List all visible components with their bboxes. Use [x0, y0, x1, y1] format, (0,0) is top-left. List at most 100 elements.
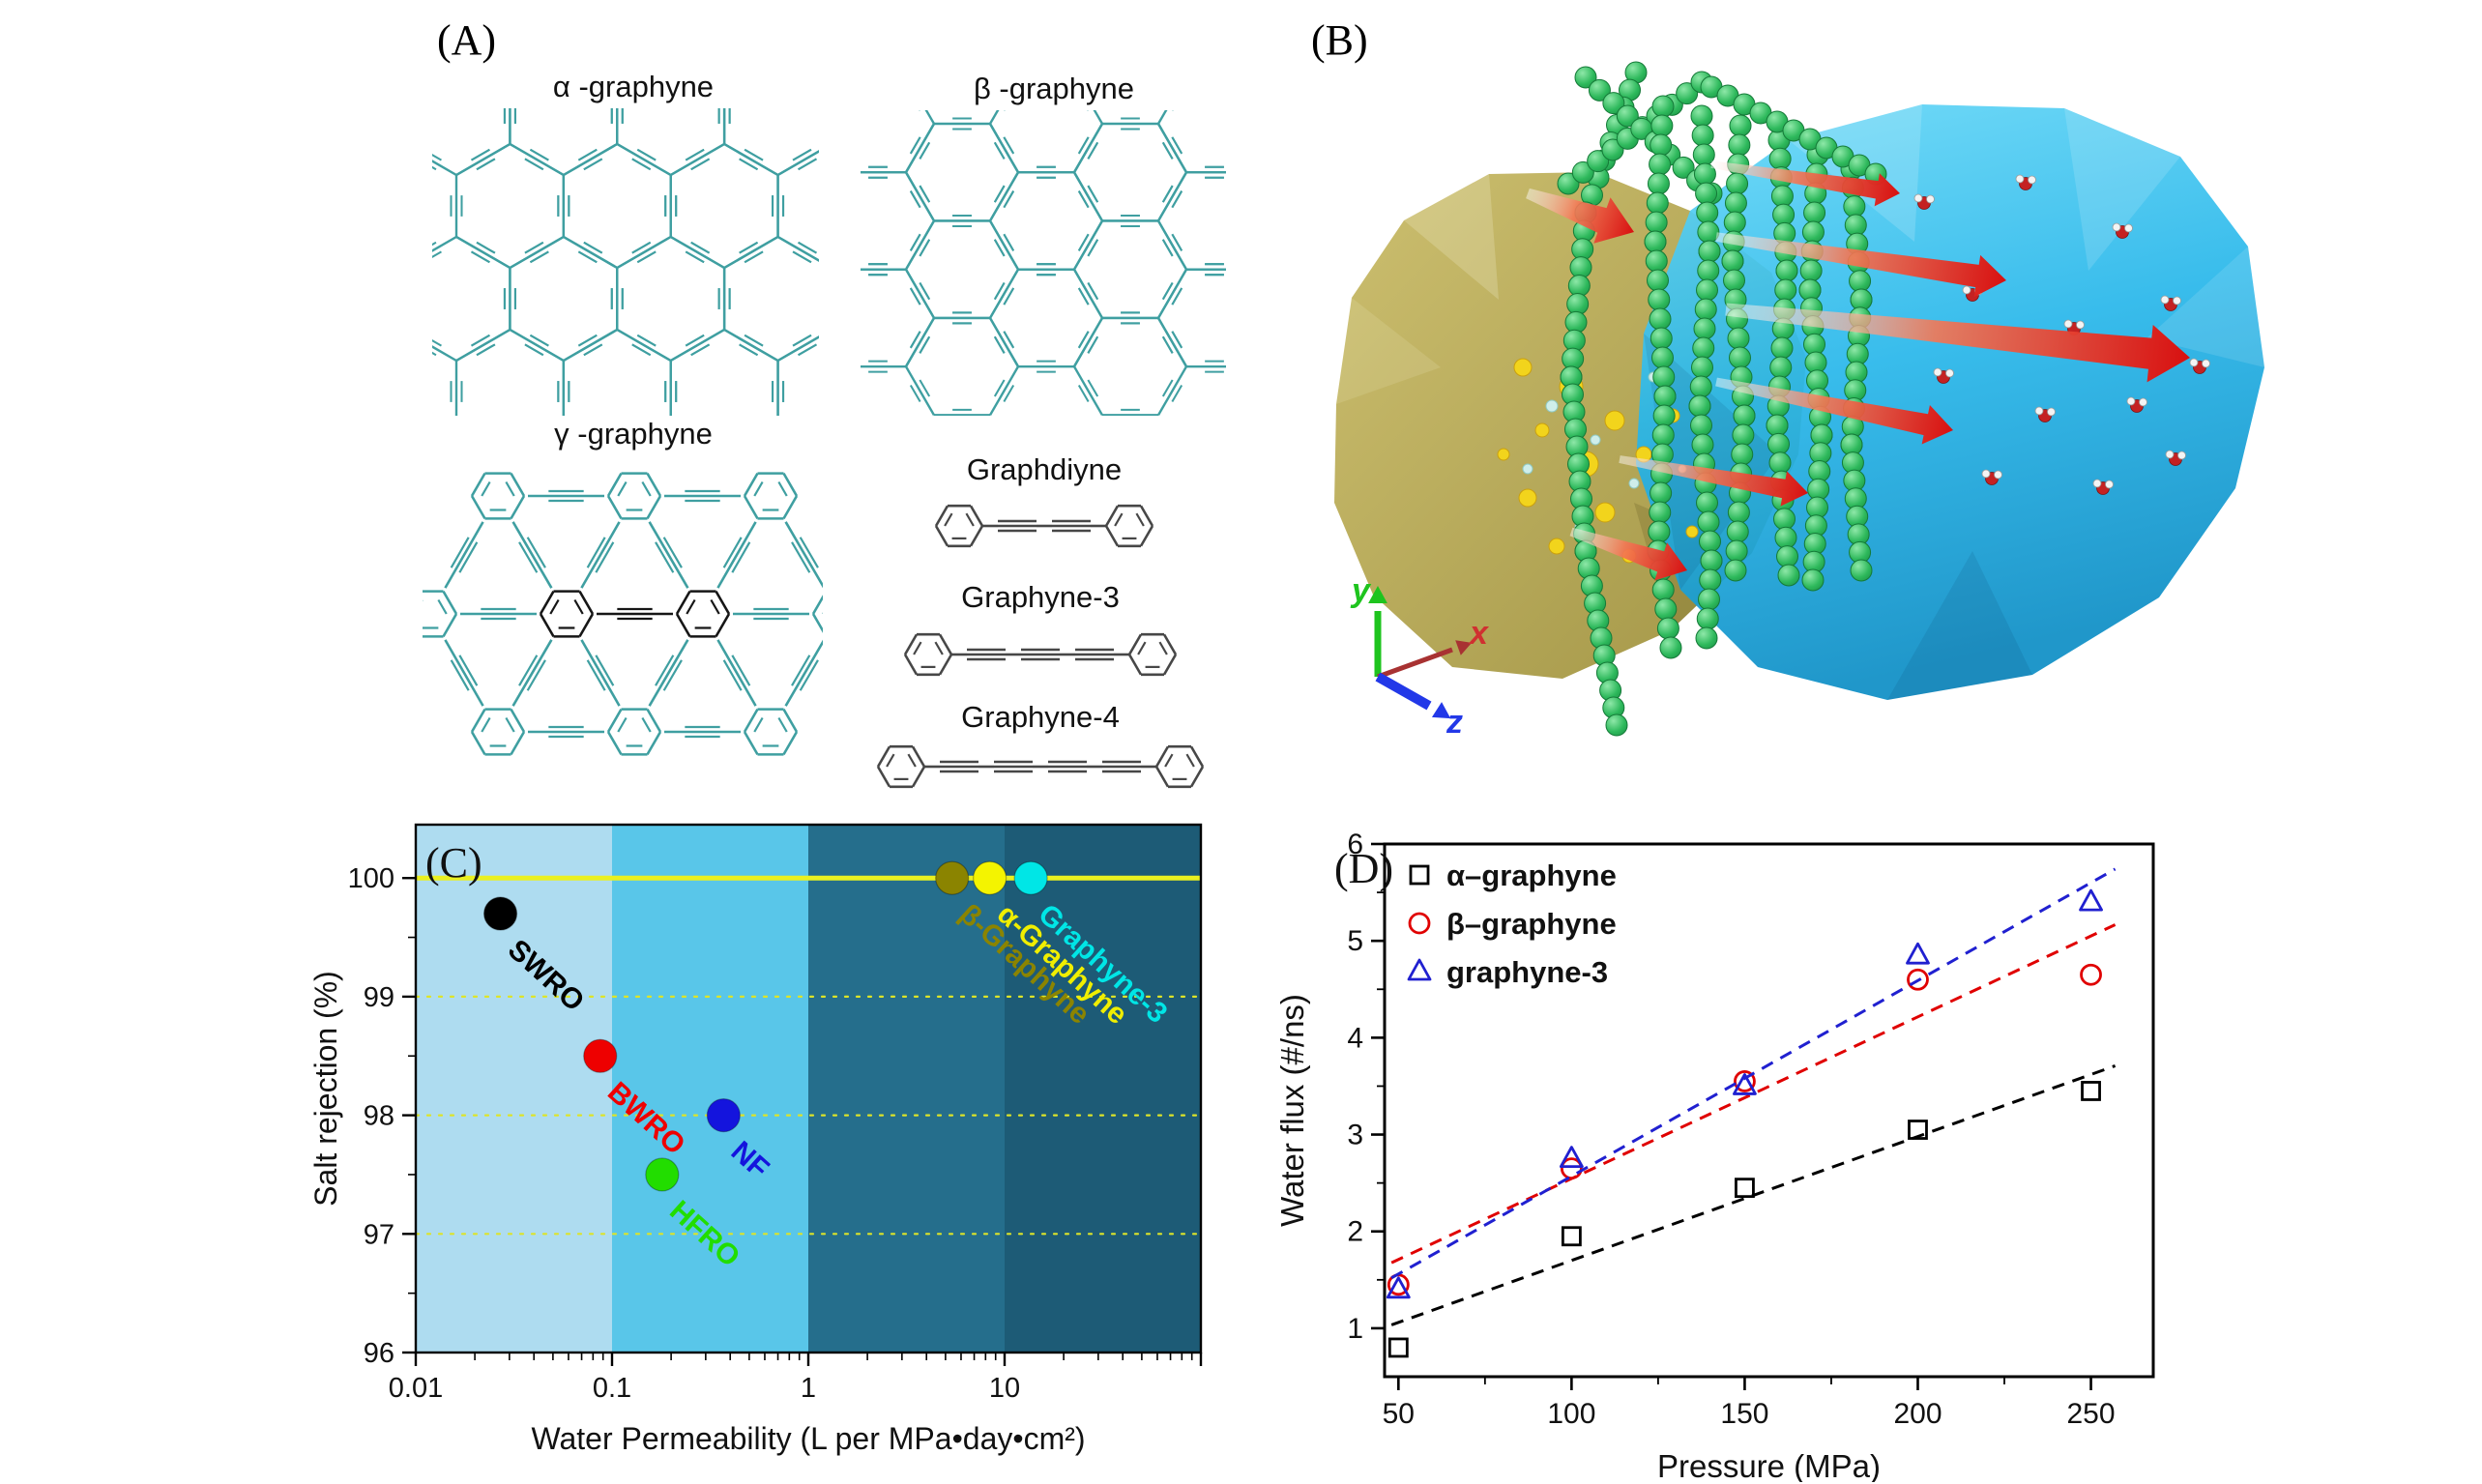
membrane-bead [1696, 607, 1719, 630]
membrane-bead [1803, 201, 1826, 224]
membrane-bead [1727, 327, 1750, 350]
membrane-bead [1652, 365, 1676, 389]
y-tick-label: 2 [1347, 1216, 1363, 1248]
membrane-bead [1844, 214, 1867, 237]
marker-circle [1907, 968, 1929, 991]
x-axis-label: Pressure (MPa) [1657, 1448, 1881, 1482]
graphdiyne-label: Graphdiyne [966, 452, 1123, 486]
membrane-bead [1652, 404, 1676, 427]
membrane-bead [1695, 626, 1718, 650]
x-tick-label: 1 [801, 1373, 816, 1404]
y-tick-label: 1 [1347, 1313, 1363, 1345]
membrane-bead [1698, 588, 1720, 611]
sodium-ion [1534, 422, 1550, 438]
y-tick-label: 96 [364, 1338, 394, 1369]
marker-square [1735, 1178, 1755, 1199]
x-tick-label: 50 [1383, 1398, 1415, 1430]
membrane-bead [1691, 124, 1714, 147]
trend-line [1390, 923, 2117, 1265]
membrane-bead [1651, 423, 1675, 447]
marker-square [2081, 1081, 2101, 1101]
panel-label-c: (C) [425, 839, 482, 887]
membrane-bead [1574, 66, 1597, 89]
x-tick-label: 0.1 [593, 1373, 631, 1404]
marker-circle [1560, 1157, 1583, 1180]
membrane-bead [1777, 564, 1800, 587]
membrane-bead [1645, 249, 1668, 273]
sodium-ion [1604, 410, 1625, 431]
membrane-bead [1692, 143, 1715, 166]
membrane-bead [1766, 414, 1789, 437]
x-tick-label: 200 [1893, 1398, 1942, 1430]
x-tick-label: 150 [1720, 1398, 1768, 1430]
membrane-bead [1699, 530, 1721, 553]
data-point-NF [706, 1098, 741, 1133]
membrane-bead [1697, 510, 1720, 534]
membrane-bead [1721, 249, 1744, 273]
axis-label-z: z [1445, 704, 1463, 741]
membrane-bead [1571, 160, 1594, 184]
membrane-bead [1688, 394, 1711, 418]
membrane-bead [1645, 211, 1668, 234]
panel-label-b: (B) [1311, 16, 1368, 64]
water-molecule [1933, 367, 1954, 384]
panel-label-d: (D) [1334, 845, 1393, 892]
membrane-bead [1768, 451, 1792, 475]
water-flux-arrow [1569, 527, 1687, 581]
membrane-bead [1649, 307, 1672, 331]
legend-label: graphyne-3 [1446, 955, 1608, 989]
membrane-bead [1693, 317, 1716, 340]
membrane-bead [1654, 597, 1678, 621]
membrane-bead [1690, 414, 1712, 437]
membrane-bead [1725, 539, 1748, 563]
membrane-bead [1648, 288, 1671, 311]
membrane-bead [1696, 491, 1718, 514]
membrane-bead [1692, 336, 1715, 360]
membrane-bead [1691, 433, 1714, 456]
marker-square [1561, 1226, 1582, 1247]
membrane-bead [1728, 133, 1751, 157]
marker-triangle [1386, 1276, 1411, 1299]
membrane-bead [1774, 526, 1797, 549]
membrane-bead [1801, 220, 1825, 244]
marker-circle [1408, 912, 1431, 935]
membrane-bead [1672, 156, 1695, 179]
marker-square [1409, 864, 1430, 886]
membrane-bead [1676, 82, 1699, 105]
permeability-band [808, 825, 1005, 1353]
beta-graphyne-label: β -graphyne [973, 72, 1135, 105]
y-tick-label: 5 [1347, 925, 1363, 957]
chloride-ion [1522, 463, 1533, 475]
gamma-graphyne-label: γ -graphyne [554, 417, 713, 451]
membrane-bead [1770, 336, 1794, 360]
data-point-α-Graphyne [973, 860, 1007, 895]
membrane-bead [1649, 153, 1672, 176]
membrane-bead [1849, 270, 1872, 293]
water-molecule [2126, 396, 2147, 413]
membrane-bead [1695, 182, 1718, 205]
water-flux-chart: 50 100 150 200 250 1 2 3 4 5 6 Pressure (MPa) Water … [1274, 829, 2155, 1482]
marker-triangle [1906, 942, 1930, 965]
data-point-SWRO [482, 896, 518, 931]
water-molecule [1913, 193, 1935, 210]
membrane-bead [1694, 298, 1717, 321]
water-molecule [2165, 450, 2186, 466]
membrane-bead [1650, 133, 1673, 157]
membrane-bead [1601, 138, 1624, 161]
axis-label-y: y [1350, 572, 1372, 609]
water-molecule [2189, 358, 2210, 374]
membrane-bead [1769, 356, 1793, 379]
data-point-β-Graphyne [935, 860, 970, 895]
graphdiyne-molecule [934, 504, 1154, 548]
membrane-bead [1651, 578, 1675, 601]
data-point-BWRO [583, 1038, 618, 1073]
x-tick-label: 10 [989, 1373, 1020, 1404]
y-tick-label: 6 [1347, 829, 1363, 860]
chloride-ion [1545, 399, 1559, 413]
alpha-graphyne-lattice [432, 108, 819, 416]
chloride-ion [1590, 434, 1601, 446]
graphyne-4-label: Graphyne-4 [961, 700, 1120, 734]
membrane-bead [1650, 327, 1673, 350]
membrane-bead [1653, 385, 1677, 408]
